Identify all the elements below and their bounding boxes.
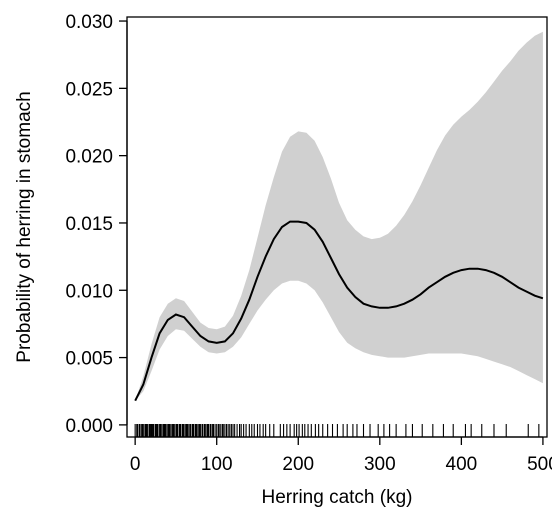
x-tick-label: 100 <box>201 454 233 475</box>
x-tick-label: 300 <box>364 454 396 475</box>
y-tick-label: 0.015 <box>65 214 113 235</box>
x-tick-label: 400 <box>446 454 478 475</box>
y-axis-title: Probability of herring in stomach <box>14 91 35 362</box>
x-tick-label: 500 <box>527 454 552 475</box>
y-tick-label: 0.000 <box>65 416 113 437</box>
y-tick-label: 0.020 <box>65 147 113 168</box>
y-tick-label: 0.025 <box>65 79 113 100</box>
x-axis: 0 100 200 300 400 500 <box>130 436 552 475</box>
y-tick-label: 0.005 <box>65 349 113 370</box>
y-axis: 0.000 0.005 0.010 0.015 0.020 0.025 0.030 <box>65 12 128 437</box>
plot-area <box>126 16 548 438</box>
x-tick-label: 200 <box>282 454 314 475</box>
rug-marks <box>134 424 540 437</box>
fitted-line <box>134 220 544 402</box>
x-tick-label: 0 <box>130 454 141 475</box>
y-tick-label: 0.030 <box>65 12 113 33</box>
y-tick-label: 0.010 <box>65 281 113 302</box>
x-axis-title: Herring catch (kg) <box>262 487 413 508</box>
confidence-band <box>135 31 543 401</box>
